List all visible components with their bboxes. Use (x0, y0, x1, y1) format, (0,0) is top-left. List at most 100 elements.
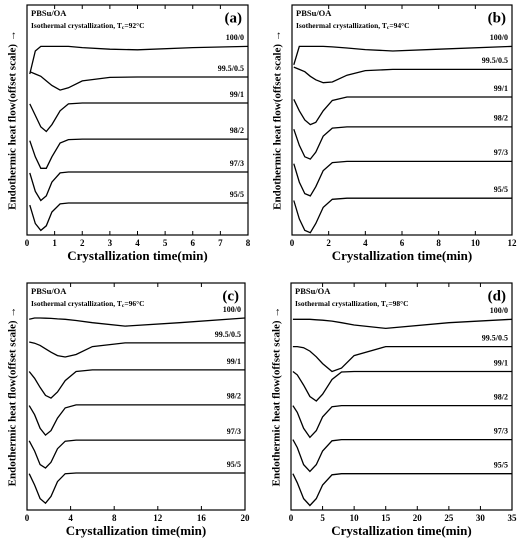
series-label: 97/3 (227, 427, 241, 436)
x-tick-label: 10 (471, 238, 481, 248)
x-tick-label: 3 (108, 238, 113, 248)
curve (293, 96, 512, 126)
x-tick-label: 10 (350, 513, 360, 523)
plot-frame (291, 4, 513, 236)
curve (29, 202, 248, 232)
plot-frame (26, 282, 246, 511)
curve (29, 138, 248, 169)
curve (29, 171, 248, 202)
chart-subtitle: Isothermal crystallization, Tc=98°C (295, 299, 409, 310)
x-tick-label: 0 (290, 238, 295, 248)
x-tick-label: 25 (444, 513, 454, 523)
series-label: 95/5 (230, 190, 244, 199)
x-tick-label: 12 (153, 513, 163, 523)
series-label: 97/3 (494, 148, 508, 157)
series-label: 99.5/0.5 (482, 56, 508, 65)
x-tick-label: 20 (413, 513, 423, 523)
x-tick-label: 5 (320, 513, 325, 523)
curve (28, 439, 245, 469)
x-tick-label: 2 (80, 238, 85, 248)
series-label: 99.5/0.5 (218, 64, 244, 73)
series-label: 100/0 (223, 305, 241, 314)
subtitle-text: Isothermal crystallization, T (31, 299, 122, 308)
chart-subtitle: Isothermal crystallization, Tc=96°C (31, 299, 145, 310)
x-axis-title: Crystallization time(min) (67, 248, 207, 263)
chart-title: PBSu/OA (31, 286, 67, 296)
x-tick-label: 8 (112, 513, 117, 523)
plot-frame (290, 282, 513, 511)
x-tick-label: 4 (135, 238, 140, 248)
series-label: 100/0 (490, 306, 508, 315)
y-axis-title: Endothermic heat flow(offset scale) → (7, 307, 19, 487)
x-tick-label: 5 (163, 238, 168, 248)
x-tick-label: 0 (25, 238, 30, 248)
panel-label: (d) (488, 288, 506, 304)
series-label: 98/2 (227, 392, 241, 401)
x-axis-title: Crystallization time(min) (332, 248, 472, 263)
panel-label: (c) (222, 288, 239, 304)
series-label: 97/3 (494, 426, 508, 435)
curve (292, 404, 512, 439)
subtitle-text: Isothermal crystallization, T (31, 21, 122, 30)
x-tick-label: 4 (68, 513, 73, 523)
series-label: 98/2 (494, 114, 508, 123)
series-label: 95/5 (227, 460, 241, 469)
panel-label: (a) (225, 10, 243, 26)
x-tick-label: 4 (363, 238, 368, 248)
curve (292, 345, 512, 373)
plot-frame (26, 4, 249, 236)
curve (29, 71, 248, 91)
subtitle-text: =98°C (388, 299, 408, 308)
series-label: 99/1 (230, 90, 244, 99)
x-tick-label: 20 (241, 513, 251, 523)
x-tick-label: 6 (400, 238, 405, 248)
subtitle-subscript: c (386, 303, 389, 309)
curve (293, 160, 512, 197)
series-label: 95/5 (494, 461, 508, 470)
x-tick-label: 15 (381, 513, 391, 523)
curve (29, 341, 245, 358)
series-label: 99/1 (494, 84, 508, 93)
chart-title: PBSu/OA (295, 286, 331, 296)
y-axis-title: Endothermic heat flow(offset scale) → (7, 30, 19, 210)
subtitle-text: =96°C (124, 299, 144, 308)
series-label: 99/1 (494, 358, 508, 367)
subtitle-text: Isothermal crystallization, T (295, 299, 386, 308)
curve (292, 438, 512, 473)
series-label: 99.5/0.5 (482, 333, 508, 342)
curve (29, 317, 246, 327)
panel-label: (b) (488, 10, 506, 26)
curve (292, 318, 513, 330)
chart-title: PBSu/OA (31, 8, 67, 18)
x-tick-label: 7 (218, 238, 223, 248)
y-axis-title: Endothermic heat flow(offset scale) → (272, 30, 284, 210)
x-tick-label: 30 (476, 513, 486, 523)
x-tick-label: 6 (191, 238, 196, 248)
x-tick-label: 8 (436, 238, 441, 248)
series-label: 100/0 (490, 33, 508, 42)
subtitle-subscript: c (122, 303, 125, 309)
series-label: 100/0 (226, 33, 244, 42)
subtitle-subscript: c (122, 25, 125, 31)
subtitle-text: =94°C (389, 21, 409, 30)
curve (293, 66, 512, 84)
x-axis-title: Crystallization time(min) (331, 523, 471, 538)
curve (292, 473, 512, 507)
chart-subtitle: Isothermal crystallization, Tc=94°C (296, 21, 410, 32)
curve (293, 45, 513, 65)
series-label: 95/5 (494, 185, 508, 194)
x-tick-label: 8 (246, 238, 251, 248)
y-axis-title: Endothermic heat flow(offset scale) → (271, 307, 283, 487)
x-tick-label: 35 (508, 513, 518, 523)
curve (29, 102, 248, 133)
subtitle-subscript: c (387, 25, 390, 31)
series-label: 99/1 (227, 357, 241, 366)
x-tick-label: 16 (197, 513, 207, 523)
subtitle-text: =92°C (124, 21, 144, 30)
x-tick-label: 0 (25, 513, 30, 523)
curve (28, 404, 245, 437)
curve (293, 126, 512, 160)
series-label: 98/2 (494, 392, 508, 401)
curve (28, 369, 245, 399)
